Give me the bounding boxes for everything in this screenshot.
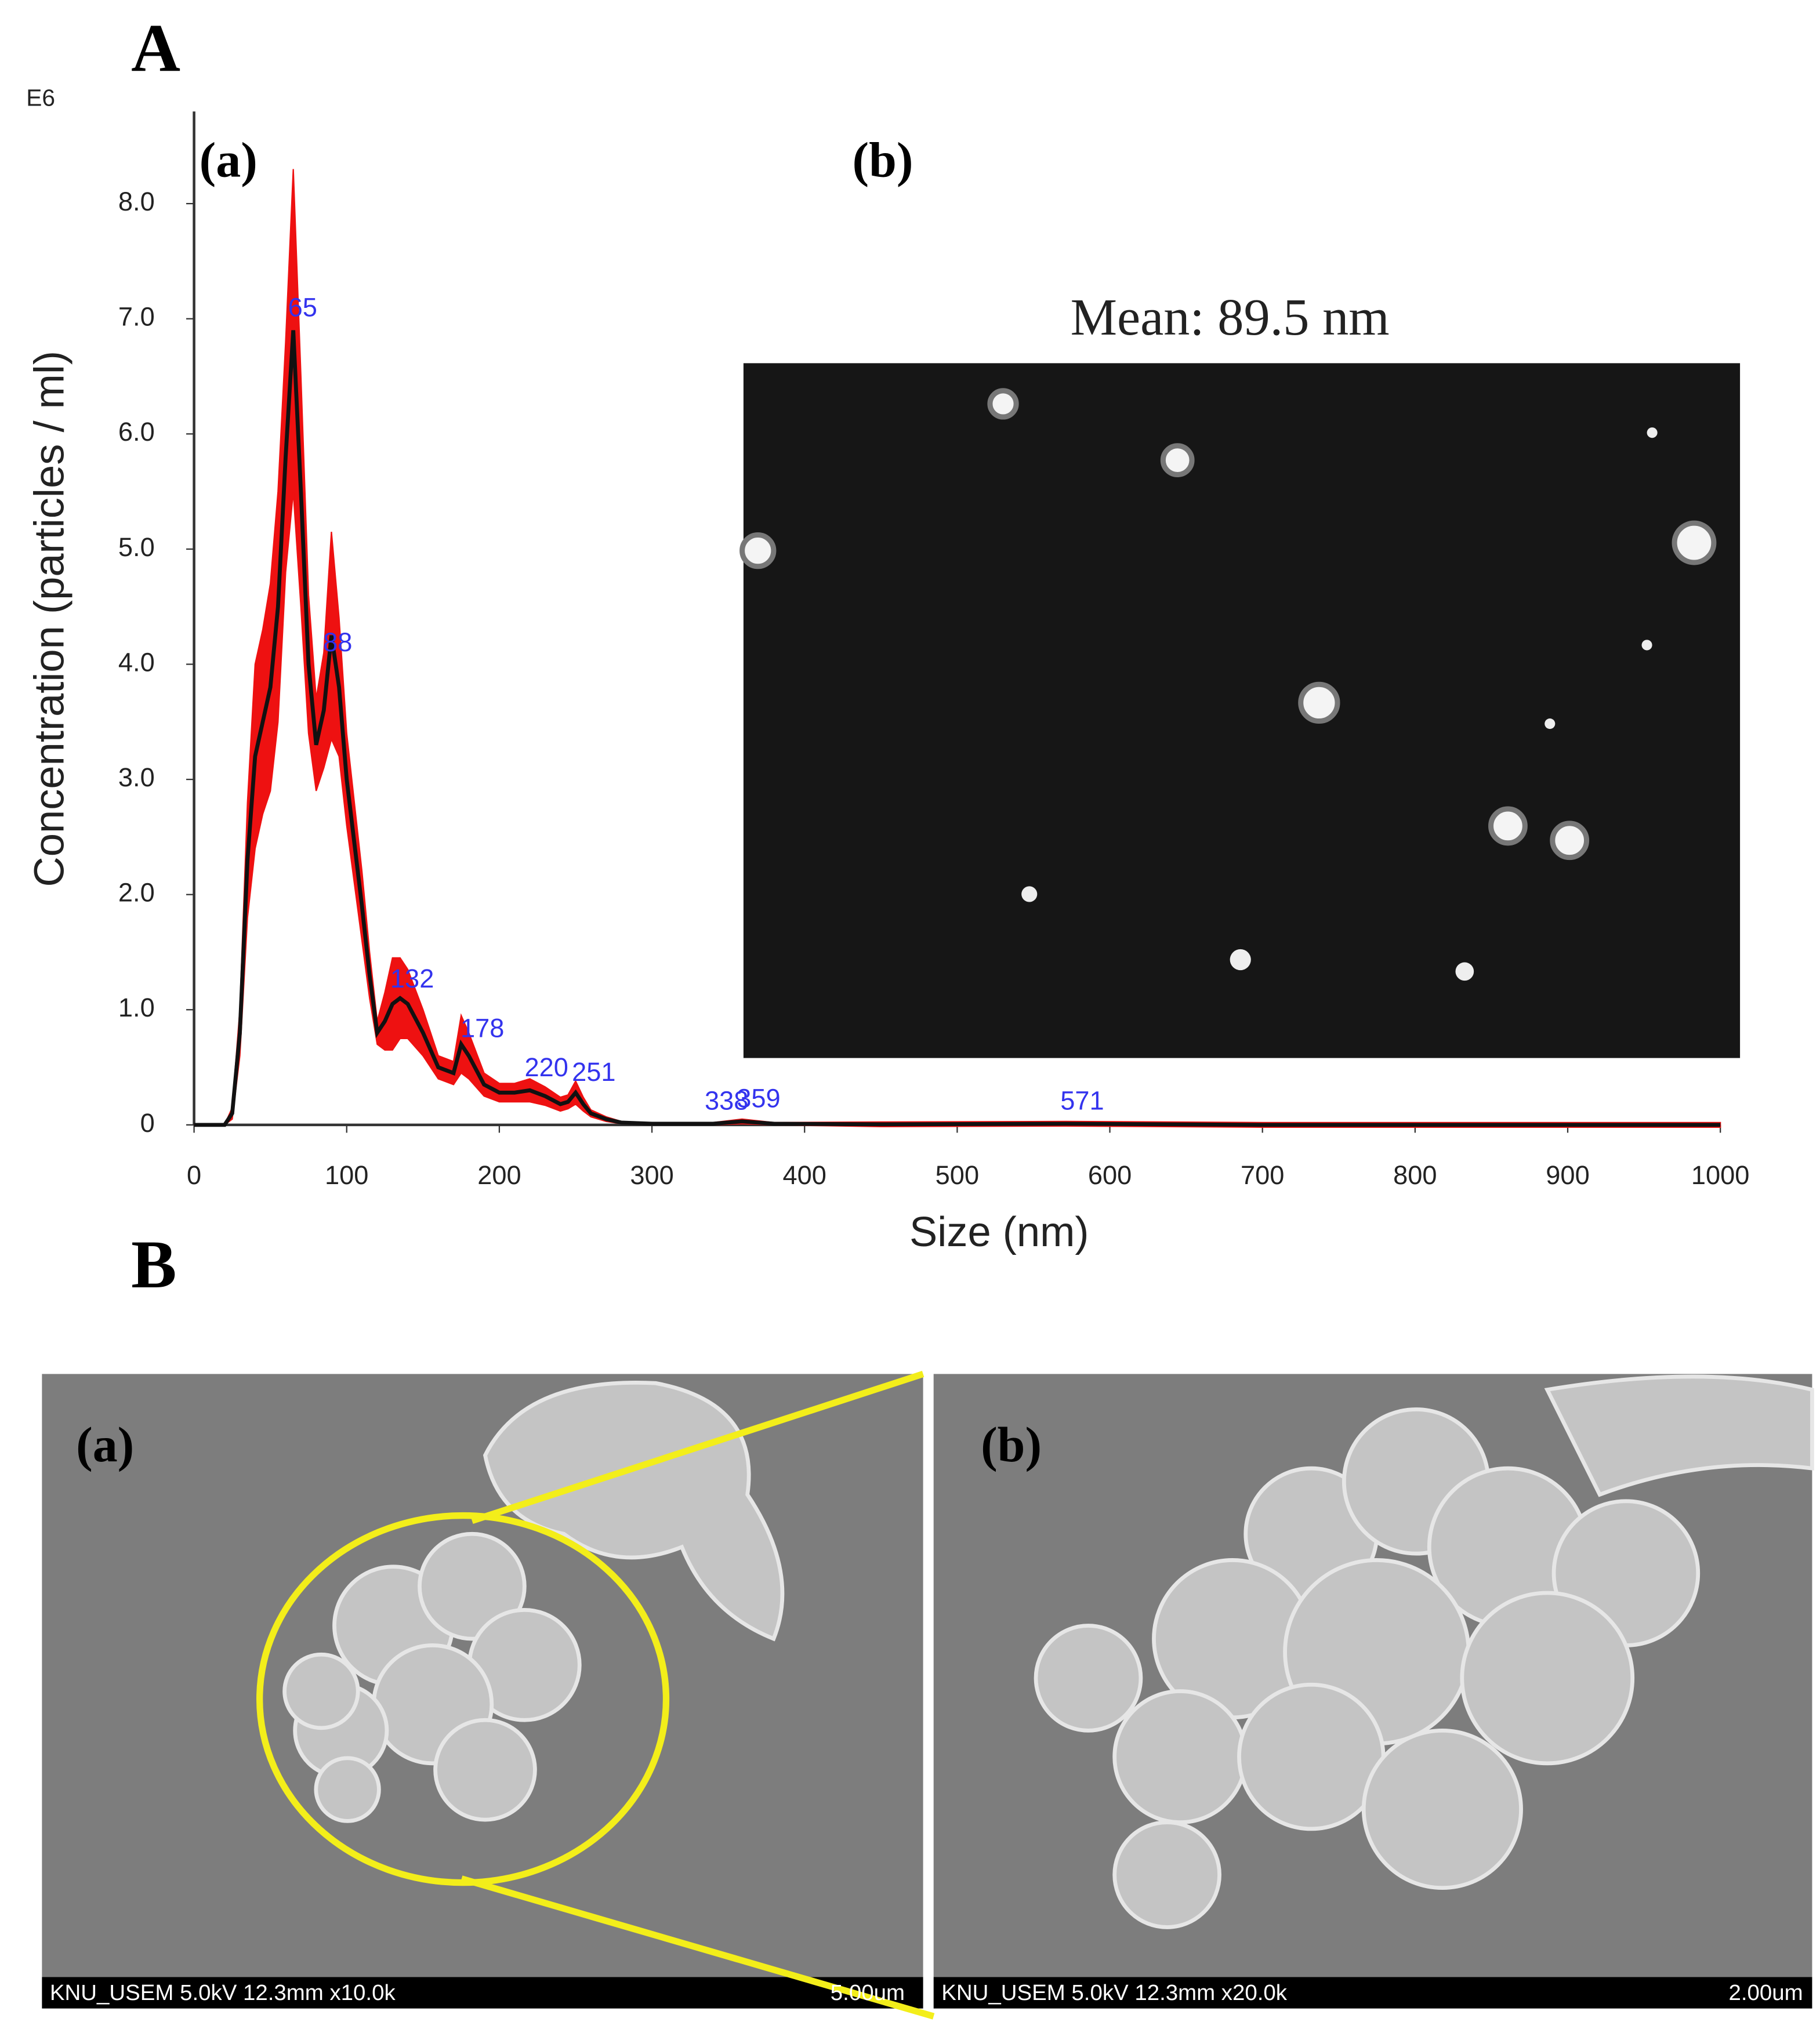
y-tick-label: 0 — [140, 1108, 155, 1138]
x-tick-label: 900 — [1546, 1160, 1589, 1190]
peak-label: 571 — [1060, 1086, 1104, 1116]
mean-label: Mean: 89.5 nm — [1071, 288, 1390, 346]
sem-info: KNU_USEM 5.0kV 12.3mm x10.0k — [50, 1980, 396, 2005]
panel-label: A — [131, 10, 180, 86]
peak-label: 220 — [525, 1052, 568, 1082]
peak-label: 251 — [572, 1057, 615, 1087]
particle-image — [739, 363, 1741, 1058]
subpanel-label: (a) — [76, 1417, 134, 1472]
x-tick-label: 1000 — [1691, 1160, 1750, 1190]
y-tick-label: 3.0 — [118, 763, 155, 792]
subpanel-label: (a) — [200, 132, 258, 188]
x-tick-label: 200 — [477, 1160, 521, 1190]
sem-scale: 2.00um — [1728, 1980, 1803, 2005]
x-tick-label: 600 — [1088, 1160, 1132, 1190]
x-tick-label: 500 — [936, 1160, 979, 1190]
y-tick-label: 1.0 — [118, 993, 155, 1022]
peak-label: 132 — [390, 964, 434, 993]
x-tick-label: 400 — [783, 1160, 826, 1190]
plot: 0 1.0 2.0 3.0 4.0 5.0 6.0 7.0 8.0 0 100 200 300 400 50… — [118, 111, 1750, 1190]
y-tick-label: 7.0 — [118, 302, 155, 332]
sem-image — [42, 1374, 1814, 2009]
y-tick-label: 6.0 — [118, 417, 155, 447]
line — [194, 330, 1721, 1127]
peak-label: 65 — [288, 292, 317, 322]
y-axis-title: Concentration (particles / ml) — [27, 351, 73, 887]
sem-scale: 5.00um — [831, 1980, 905, 2005]
subpanel-label: (b) — [981, 1417, 1042, 1472]
zoom-marker — [256, 1371, 935, 2020]
x-axis-title: Size (nm) — [909, 1209, 1089, 1255]
multiplier: E6 — [26, 85, 55, 111]
peak-label: 88 — [323, 627, 352, 657]
peak-label: 338 — [705, 1086, 748, 1116]
subpanel-label: (b) — [853, 132, 913, 188]
x-tick-label: 800 — [1393, 1160, 1437, 1190]
sem-info: KNU_USEM 5.0kV 12.3mm x20.0k — [941, 1980, 1288, 2005]
panel-label: B — [131, 1227, 176, 1302]
y-tick-label: 4.0 — [118, 647, 155, 677]
peak-label: 359 — [737, 1084, 780, 1113]
y-tick-label: 8.0 — [118, 187, 155, 216]
x-tick-label: 700 — [1241, 1160, 1284, 1190]
x-tick-label: 0 — [187, 1160, 201, 1190]
x-tick-label: 100 — [325, 1160, 368, 1190]
y-tick-label: 2.0 — [118, 878, 155, 908]
y-tick-label: 5.0 — [118, 532, 155, 562]
peak-label: 178 — [461, 1014, 504, 1043]
x-tick-label: 300 — [630, 1160, 673, 1190]
